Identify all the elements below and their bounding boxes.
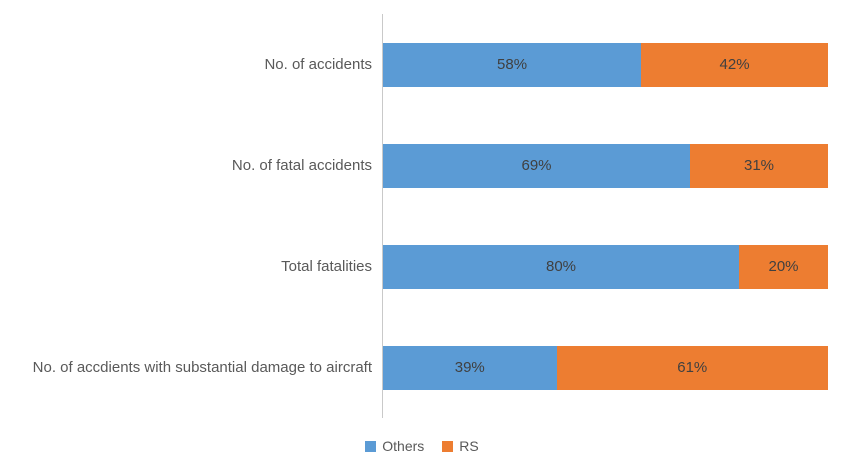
data-label: 58% (497, 56, 528, 73)
bar-segment-others: 58% (383, 42, 642, 87)
data-label: 61% (677, 359, 708, 376)
bar-row: Total fatalities 80% 20% (0, 216, 828, 317)
legend-item-others: Others (365, 438, 424, 454)
bar-track: 58% 42% (383, 42, 828, 87)
bar-segment-rs: 20% (739, 244, 828, 289)
legend-swatch-icon (365, 440, 377, 452)
bar-segment-rs: 42% (641, 42, 828, 87)
data-label: 39% (454, 359, 485, 376)
bar-segment-others: 69% (383, 143, 691, 188)
bar-row: No. of accidents 58% 42% (0, 14, 828, 115)
bar-row: No. of fatal accidents 69% 31% (0, 115, 828, 216)
category-label: No. of accidents (264, 55, 372, 73)
bar-track: 69% 31% (383, 143, 828, 188)
bar-track: 80% 20% (383, 244, 828, 289)
bar-segment-rs: 61% (556, 345, 828, 390)
legend-swatch-icon (442, 440, 454, 452)
category-label: No. of fatal accidents (231, 156, 372, 174)
legend-label: RS (459, 438, 479, 454)
plot-area: No. of accidents 58% 42% No. of fatal accid… (0, 14, 828, 418)
bar-segment-others: 39% (383, 345, 557, 390)
category-label: No. of accdients with substantial damage… (32, 358, 372, 376)
data-label: 42% (719, 56, 750, 73)
legend: Others RS (0, 438, 844, 454)
data-label: 69% (521, 157, 552, 174)
data-label: 20% (768, 258, 799, 275)
legend-item-rs: RS (442, 438, 479, 454)
category-label: Total fatalities (281, 257, 372, 275)
data-label: 31% (744, 157, 775, 174)
category-axis-line (382, 14, 383, 418)
bar-track: 39% 61% (383, 345, 828, 390)
bar-segment-rs: 31% (690, 143, 828, 188)
bar-row: No. of accdients with substantial damage… (0, 317, 828, 418)
legend-label: Others (382, 438, 425, 454)
data-label: 80% (545, 258, 577, 275)
bar-segment-others: 80% (383, 244, 739, 289)
